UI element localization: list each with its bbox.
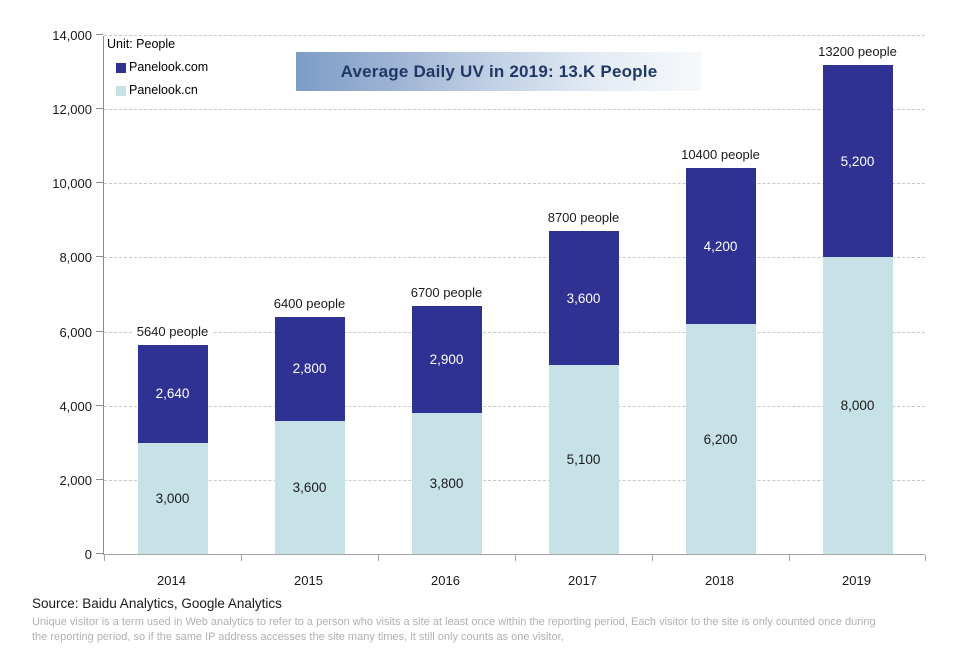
bar-2015-panelook-cn: 3,600 bbox=[274, 420, 345, 554]
total-label-2019: 13200 people bbox=[815, 43, 900, 60]
gridline-6000 bbox=[104, 331, 925, 333]
bar-2018-panelook-cn: 6,200 bbox=[685, 324, 756, 554]
bar-value-label-2019-panelook-com: 5,200 bbox=[840, 153, 875, 169]
bar-2014-panelook-com: 2,640 bbox=[137, 344, 208, 443]
bar-2019-panelook-com: 5,200 bbox=[822, 64, 893, 258]
x-tick-0 bbox=[104, 555, 105, 561]
y-tick-label-4000: 4,000 bbox=[59, 398, 92, 414]
bar-group-2016: 3,800 2,900 6700 people bbox=[407, 36, 486, 554]
bar-value-label-2018-panelook-com: 4,200 bbox=[703, 238, 738, 254]
bar-value-label-2019-panelook-cn: 8,000 bbox=[840, 398, 875, 414]
legend-swatch-panelook-cn-icon bbox=[116, 85, 126, 96]
bar-2018-panelook-com: 4,200 bbox=[685, 168, 756, 325]
x-label-2019: 2019 bbox=[842, 573, 871, 588]
bar-value-label-2017-panelook-cn: 5,100 bbox=[566, 451, 601, 467]
x-axis: 2014 2015 2016 2017 2018 2019 bbox=[103, 572, 925, 590]
footnote-line-1: Unique visitor is a term used in Web ana… bbox=[32, 616, 876, 628]
y-tick-10000 bbox=[96, 182, 103, 184]
x-label-2016: 2016 bbox=[431, 573, 460, 588]
y-tick-label-8000: 8,000 bbox=[59, 250, 92, 266]
bar-value-label-2016-panelook-com: 2,900 bbox=[429, 351, 464, 367]
x-label-2017: 2017 bbox=[568, 573, 597, 588]
x-label-2018: 2018 bbox=[705, 573, 734, 588]
y-tick-2000 bbox=[96, 478, 103, 480]
bar-value-label-2017-panelook-com: 3,600 bbox=[566, 290, 601, 306]
bar-group-2014: 3,000 2,640 5640 people bbox=[133, 36, 212, 554]
x-tick-5 bbox=[789, 555, 790, 561]
footnote: Unique visitor is a term used in Web ana… bbox=[32, 615, 876, 645]
gridline-2000 bbox=[104, 479, 925, 481]
bar-value-label-2015-panelook-cn: 3,600 bbox=[292, 479, 327, 495]
y-tick-8000 bbox=[96, 256, 103, 258]
y-tick-14000 bbox=[96, 34, 103, 35]
y-tick-label-2000: 2,000 bbox=[59, 472, 92, 488]
bar-2016-panelook-com: 2,900 bbox=[411, 305, 482, 414]
bar-value-label-2016-panelook-cn: 3,800 bbox=[429, 476, 464, 492]
x-label-2015: 2015 bbox=[294, 573, 323, 588]
y-tick-4000 bbox=[96, 404, 103, 406]
bar-group-2018: 6,200 4,200 10400 people bbox=[678, 36, 763, 554]
bar-2017-panelook-cn: 5,100 bbox=[548, 364, 619, 554]
x-tick-2 bbox=[378, 555, 379, 561]
total-label-2014: 5640 people bbox=[133, 323, 212, 340]
legend-label-panelook-cn: Panelook.cn bbox=[129, 83, 198, 97]
y-tick-6000 bbox=[96, 330, 103, 332]
y-tick-label-14000: 14,000 bbox=[52, 28, 92, 43]
total-label-2018: 10400 people bbox=[678, 147, 763, 164]
legend-label-panelook-com: Panelook.com bbox=[129, 60, 209, 74]
x-tick-3 bbox=[515, 555, 516, 561]
x-tick-4 bbox=[652, 555, 653, 561]
source-line: Source: Baidu Analytics, Google Analytic… bbox=[32, 596, 282, 611]
bar-group-2019: 8,000 5,200 13200 people bbox=[815, 36, 900, 554]
legend: Unit: People Panelook.com Panelook.cn bbox=[107, 37, 208, 97]
bar-2016-panelook-cn: 3,800 bbox=[411, 413, 482, 554]
footnote-line-2: the reporting period, so if the same IP … bbox=[32, 631, 564, 643]
title-banner: Average Daily UV in 2019: 13.K People bbox=[296, 52, 702, 91]
legend-item-panelook-cn: Panelook.cn bbox=[116, 84, 208, 97]
y-tick-12000 bbox=[96, 108, 103, 110]
bar-group-2015: 3,600 2,800 6400 people bbox=[270, 36, 349, 554]
total-label-2015: 6400 people bbox=[270, 295, 349, 312]
gridline-4000 bbox=[104, 405, 925, 407]
y-axis: 0 2,000 4,000 6,000 8,000 10,000 12,000 14,000 bbox=[0, 28, 92, 562]
gridline-14000 bbox=[104, 35, 925, 36]
total-label-2017: 8700 people bbox=[544, 210, 623, 227]
y-tick-label-6000: 6,000 bbox=[59, 324, 92, 340]
plot-area: 3,000 2,640 5640 people 3,600 2,800 6400 peop… bbox=[96, 34, 926, 561]
chart-title: Average Daily UV in 2019: 13.K People bbox=[340, 61, 658, 81]
bar-2019-panelook-cn: 8,000 bbox=[822, 257, 893, 554]
x-tick-6 bbox=[925, 555, 926, 561]
x-label-2014: 2014 bbox=[157, 573, 186, 588]
bar-value-label-2015-panelook-com: 2,800 bbox=[292, 361, 327, 377]
bar-2015-panelook-com: 2,800 bbox=[274, 316, 345, 421]
bar-value-label-2014-panelook-com: 2,640 bbox=[155, 386, 190, 402]
gridline-8000 bbox=[104, 257, 925, 259]
y-tick-label-10000: 10,000 bbox=[52, 176, 92, 192]
y-tick-label-12000: 12,000 bbox=[52, 102, 92, 118]
bar-2014-panelook-cn: 3,000 bbox=[137, 442, 208, 554]
bar-2017-panelook-com: 3,600 bbox=[548, 231, 619, 365]
gridline-12000 bbox=[104, 109, 925, 111]
x-tick-1 bbox=[241, 555, 242, 561]
legend-swatch-panelook-com-icon bbox=[116, 62, 126, 73]
gridline-10000 bbox=[104, 183, 925, 185]
bar-value-label-2018-panelook-cn: 6,200 bbox=[703, 431, 738, 447]
unit-label: Unit: People bbox=[107, 37, 176, 51]
legend-item-panelook-com: Panelook.com bbox=[116, 61, 208, 74]
bar-value-label-2014-panelook-cn: 3,000 bbox=[155, 490, 190, 506]
total-label-2016: 6700 people bbox=[407, 284, 486, 301]
y-tick-label-0: 0 bbox=[84, 547, 92, 562]
bar-group-2017: 5,100 3,600 8700 people bbox=[544, 36, 623, 554]
y-tick-0 bbox=[96, 553, 103, 554]
